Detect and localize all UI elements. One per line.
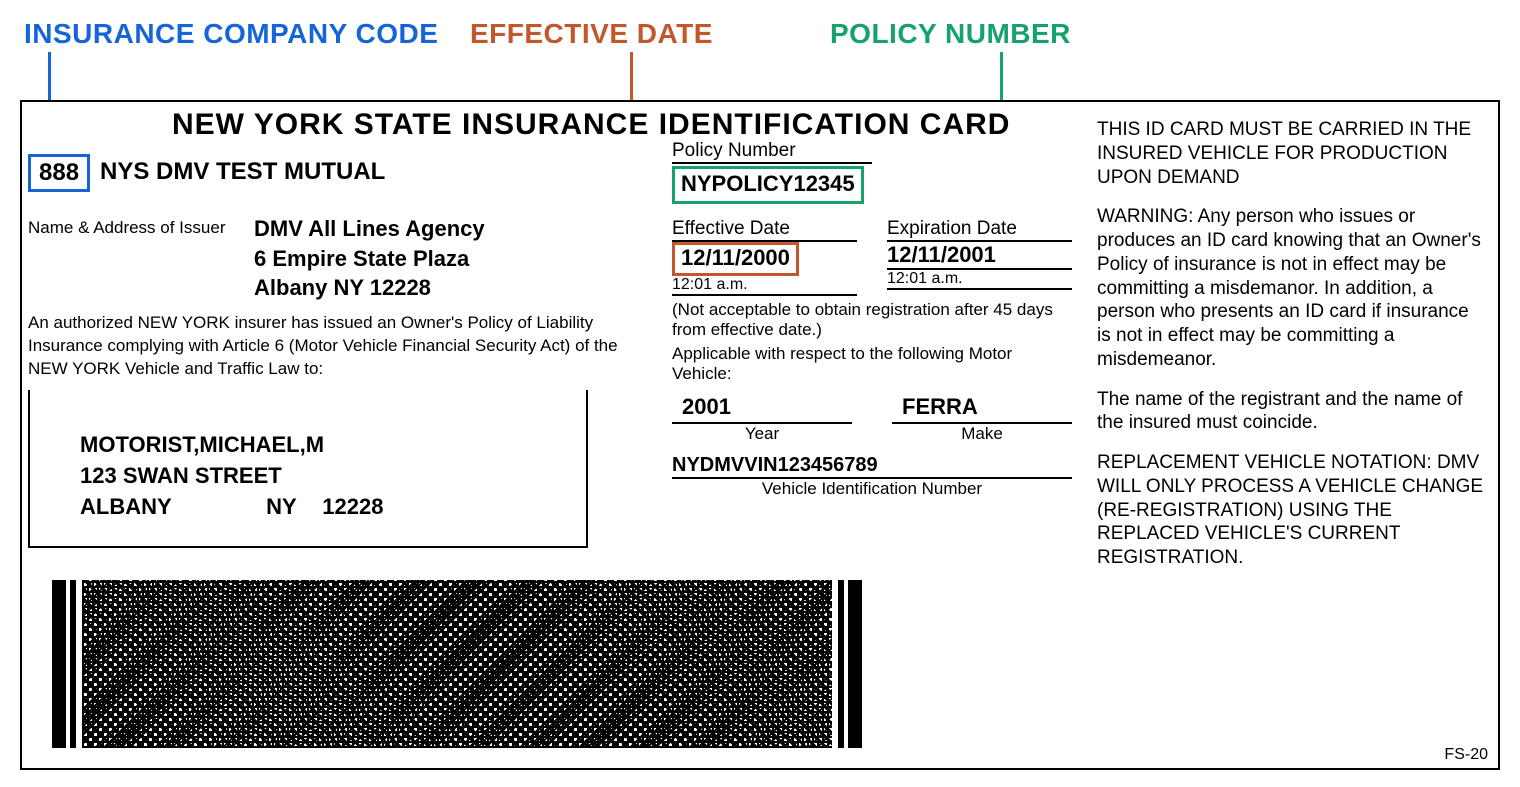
notice-warning: WARNING: Any person who issues or produc… [1097,205,1487,371]
effective-time: 12:01 a.m. [672,276,857,296]
card-title: NEW YORK STATE INSURANCE IDENTIFICATION … [172,108,1010,142]
issuer-address: DMV All Lines Agency 6 Empire State Plaz… [254,214,485,303]
issuer-label: Name & Address of Issuer [28,218,225,238]
insured-street: 123 SWAN STREET [80,461,536,492]
policy-number-value: NYPOLICY12345 [672,166,864,204]
policy-number-label: Policy Number [672,140,872,164]
callouts-layer: INSURANCE COMPANY CODE EFFECTIVE DATE PO… [0,0,1520,100]
callout-policy-number: POLICY NUMBER [830,18,1071,50]
vehicle-section: 2001 Year FERRA Make NYDMVVIN123456789 V… [672,394,1072,499]
compliance-text: An authorized NEW YORK insurer has issue… [28,312,638,381]
right-notice-panel: THIS ID CARD MUST BE CARRIED IN THE INSU… [1097,118,1487,586]
vehicle-make-label: Make [892,424,1072,444]
expiration-date-label: Expiration Date [887,218,1072,242]
registration-note: (Not acceptable to obtain registration a… [672,300,1072,340]
insured-city: ALBANY [80,492,260,523]
callout-company-code: INSURANCE COMPANY CODE [24,18,438,50]
notice-carry: THIS ID CARD MUST BE CARRIED IN THE INSU… [1097,118,1487,189]
issuer-line1: DMV All Lines Agency [254,214,485,244]
vin-label: Vehicle Identification Number [672,479,1072,499]
effective-date-value: 12/11/2000 [672,242,799,276]
company-name: NYS DMV TEST MUTUAL [100,158,385,186]
insured-zip: 12228 [322,494,383,519]
vehicle-year-label: Year [672,424,852,444]
issuer-line3: Albany NY 12228 [254,273,485,303]
insurance-id-card: NEW YORK STATE INSURANCE IDENTIFICATION … [20,100,1500,770]
callout-effective-date: EFFECTIVE DATE [470,18,713,50]
expiration-date-value: 12/11/2001 [887,242,1072,270]
effective-date-label: Effective Date [672,218,857,242]
insured-state: NY [266,492,316,523]
expiration-time: 12:01 a.m. [887,270,1072,290]
insured-name: MOTORIST,MICHAEL,M [80,430,536,461]
issuer-line2: 6 Empire State Plaza [254,244,485,274]
effective-date-text: 12/11/2000 [681,245,790,270]
form-number: FS-20 [1444,746,1488,764]
policy-dates-section: Policy Number NYPOLICY12345 Effective Da… [672,140,1072,499]
vehicle-year-value: 2001 [672,394,852,424]
applicable-text: Applicable with respect to the following… [672,344,1072,384]
pdf417-barcode [52,580,862,748]
notice-replacement: REPLACEMENT VEHICLE NOTATION: DMV WILL O… [1097,451,1487,570]
vehicle-make-value: FERRA [892,394,1072,424]
vin-value: NYDMVVIN123456789 [672,454,1072,479]
insured-box: MOTORIST,MICHAEL,M 123 SWAN STREET ALBAN… [28,390,588,548]
company-code-value: 888 [28,154,90,192]
notice-coincide: The name of the registrant and the name … [1097,388,1487,436]
policy-number-text: NYPOLICY12345 [681,171,855,196]
